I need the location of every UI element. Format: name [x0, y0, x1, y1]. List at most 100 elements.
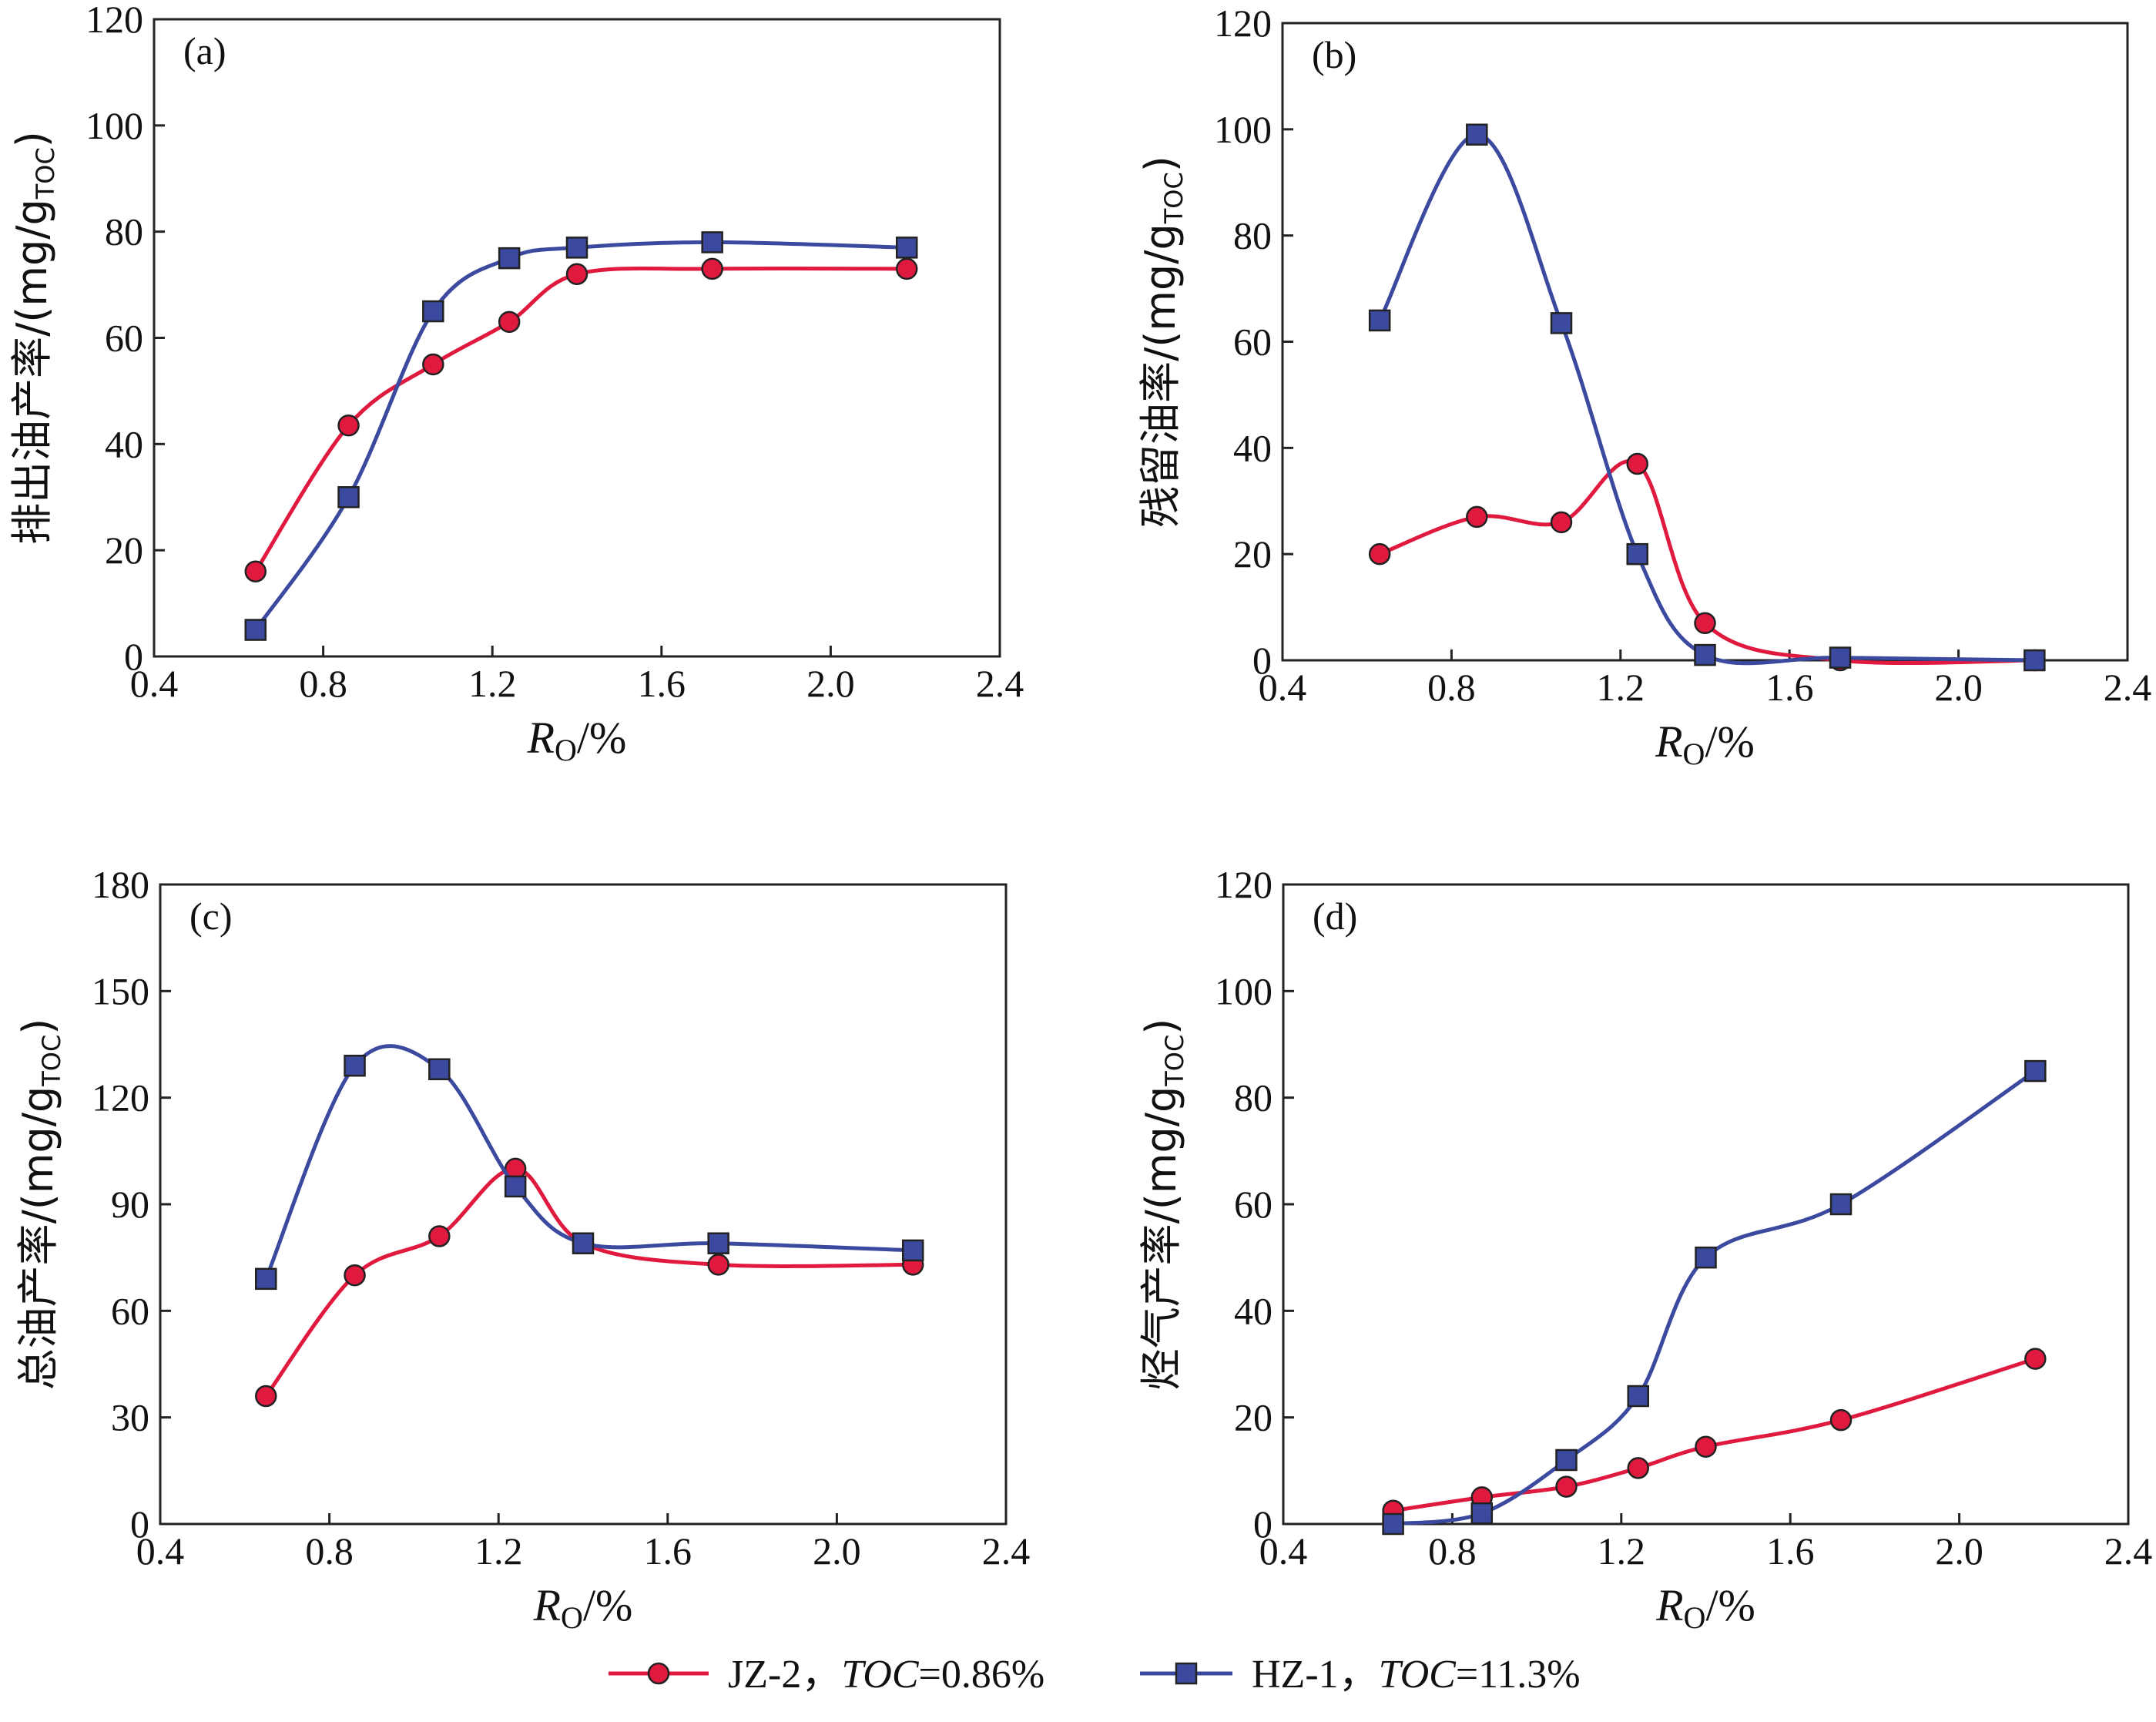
data-point-jz2 [498, 310, 521, 334]
data-point-hz1 [707, 1232, 729, 1254]
panel-label: (c) [189, 895, 233, 938]
y-tick-label: 100 [1215, 969, 1272, 1012]
x-tick-label: 1.2 [1598, 1529, 1646, 1573]
legend: JZ-2，TOC=0.86% HZ-1，TOC=11.3% [609, 1653, 1581, 1697]
y-axis-label-subscript: TOC [37, 1035, 66, 1087]
series-line-hz1 [253, 240, 907, 631]
x-tick-label: 0.8 [1428, 1529, 1477, 1573]
data-point-jz2 [1555, 1475, 1578, 1498]
panel-label: (a) [183, 29, 226, 72]
legend-series-name: HZ-1， [1252, 1653, 1379, 1697]
x-tick-label: 2.4 [982, 1529, 1031, 1573]
data-point-hz1 [1695, 1246, 1717, 1269]
data-point-jz2 [1550, 511, 1573, 534]
data-point-hz1 [1694, 643, 1716, 666]
data-point-hz1 [1829, 1193, 1853, 1216]
x-tick-label: 2.0 [1934, 666, 1983, 709]
legend-series-name: JZ-2， [728, 1653, 841, 1697]
y-tick-label: 120 [1215, 863, 1272, 906]
data-point-hz1 [504, 1175, 527, 1198]
x-axis-label-subscript: O [1684, 1600, 1706, 1635]
x-tick-label: 0.8 [1427, 666, 1476, 709]
y-axis-label: 排出油产率/(mg/gTOC) [8, 131, 60, 545]
x-axis-label: RO/% [1655, 1580, 1755, 1635]
y-axis-label-subscript: TOC [1159, 172, 1189, 224]
data-point-jz2 [1695, 1435, 1717, 1458]
y-tick-label: 0 [130, 1502, 149, 1546]
y-tick-label: 0 [1252, 639, 1272, 682]
data-point-jz2 [565, 263, 588, 286]
data-point-jz2 [895, 257, 918, 280]
data-point-hz1 [1466, 123, 1488, 146]
legend-marker [647, 1662, 670, 1685]
data-point-hz1 [701, 231, 723, 253]
y-tick-label: 0 [124, 635, 143, 678]
y-tick-label: 80 [1233, 214, 1272, 257]
x-axis-label-symbol: R [533, 1580, 561, 1630]
data-point-jz2 [1829, 1408, 1853, 1432]
y-tick-label: 40 [105, 422, 143, 465]
data-point-jz2 [244, 560, 267, 582]
plot-frame [153, 18, 1001, 658]
data-point-jz2 [422, 353, 444, 376]
legend-toc-label: TOC [1379, 1653, 1457, 1697]
x-tick-label: 1.6 [1765, 666, 1814, 709]
legend-label: HZ-1，TOC=11.3% [1252, 1653, 1581, 1697]
y-tick-label: 30 [111, 1396, 149, 1439]
data-point-jz2 [701, 257, 723, 280]
x-axis-label-unit: /% [1705, 717, 1754, 767]
chart-panel-3: 0.4 0.8 1.2 1.6 2.0 2.4 0 30 60 90 120 150 180 (c) RO/… [14, 863, 1030, 1635]
data-point-jz2 [255, 1385, 277, 1408]
x-axis-label-unit: /% [577, 713, 626, 763]
y-tick-label: 20 [1234, 1396, 1272, 1439]
panels: 0.4 0.8 1.2 1.6 2.0 2.4020406080100120(a)RO/%… [8, 0, 2152, 1635]
data-point-hz1 [422, 300, 444, 323]
y-axis-label-main: 排出油产率/(mg/g [8, 199, 56, 545]
data-point-hz1 [428, 1058, 451, 1081]
x-tick-label: 1.6 [1766, 1529, 1815, 1573]
y-tick-label: 40 [1233, 426, 1272, 469]
x-tick-label: 2.0 [1935, 1529, 1983, 1573]
x-tick-label: 2.0 [806, 662, 855, 705]
data-point-hz1 [255, 1267, 277, 1291]
y-tick-label: 90 [111, 1183, 149, 1226]
x-axis-label-unit: /% [1705, 1580, 1755, 1630]
y-axis-label-main: 残留油率/(mg/g [1136, 223, 1185, 528]
data-point-jz2 [1627, 1457, 1649, 1479]
data-point-jz2 [1466, 505, 1488, 529]
data-point-jz2 [707, 1254, 729, 1276]
y-tick-label: 120 [1214, 2, 1272, 45]
x-axis-label: RO/% [1655, 717, 1755, 771]
data-point-hz1 [1470, 1502, 1494, 1525]
data-point-jz2 [1694, 612, 1716, 635]
x-tick-label: 2.4 [2104, 666, 2152, 709]
y-axis-label-close: ) [1136, 156, 1185, 172]
x-tick-label: 2.4 [976, 662, 1024, 705]
x-axis-label-subscript: O [555, 733, 577, 767]
data-point-hz1 [2024, 649, 2046, 672]
y-tick-label: 150 [92, 969, 149, 1012]
data-point-hz1 [1555, 1448, 1578, 1472]
y-tick-label: 60 [105, 317, 143, 360]
y-tick-label: 100 [86, 104, 143, 147]
x-axis-label-symbol: R [1655, 717, 1682, 767]
data-point-jz2 [428, 1225, 451, 1247]
plot-frame [1281, 22, 2129, 662]
x-axis-label-subscript: O [561, 1600, 583, 1635]
y-tick-label: 180 [92, 863, 149, 906]
legend-entry-hz1: HZ-1，TOC=11.3% [1140, 1653, 1581, 1697]
data-point-hz1 [498, 247, 521, 270]
chart-panel-2: 0.4 0.8 1.2 1.6 2.0 2.4 0 20 40 60 80 100 120 (b) RO/%… [1136, 2, 2151, 771]
x-tick-label: 0.8 [299, 662, 347, 705]
legend-toc-label: TOC [841, 1653, 920, 1697]
plot-frame [159, 883, 1008, 1526]
legend-toc-value: =0.86% [919, 1653, 1045, 1697]
legend-label: JZ-2，TOC=0.86% [728, 1653, 1044, 1697]
legend-marker [1175, 1662, 1198, 1685]
data-point-jz2 [344, 1264, 366, 1287]
x-axis-label: RO/% [527, 713, 627, 767]
legend-toc-value: =11.3% [1456, 1653, 1581, 1697]
data-point-jz2 [1626, 452, 1648, 475]
y-tick-label: 60 [1234, 1183, 1272, 1226]
